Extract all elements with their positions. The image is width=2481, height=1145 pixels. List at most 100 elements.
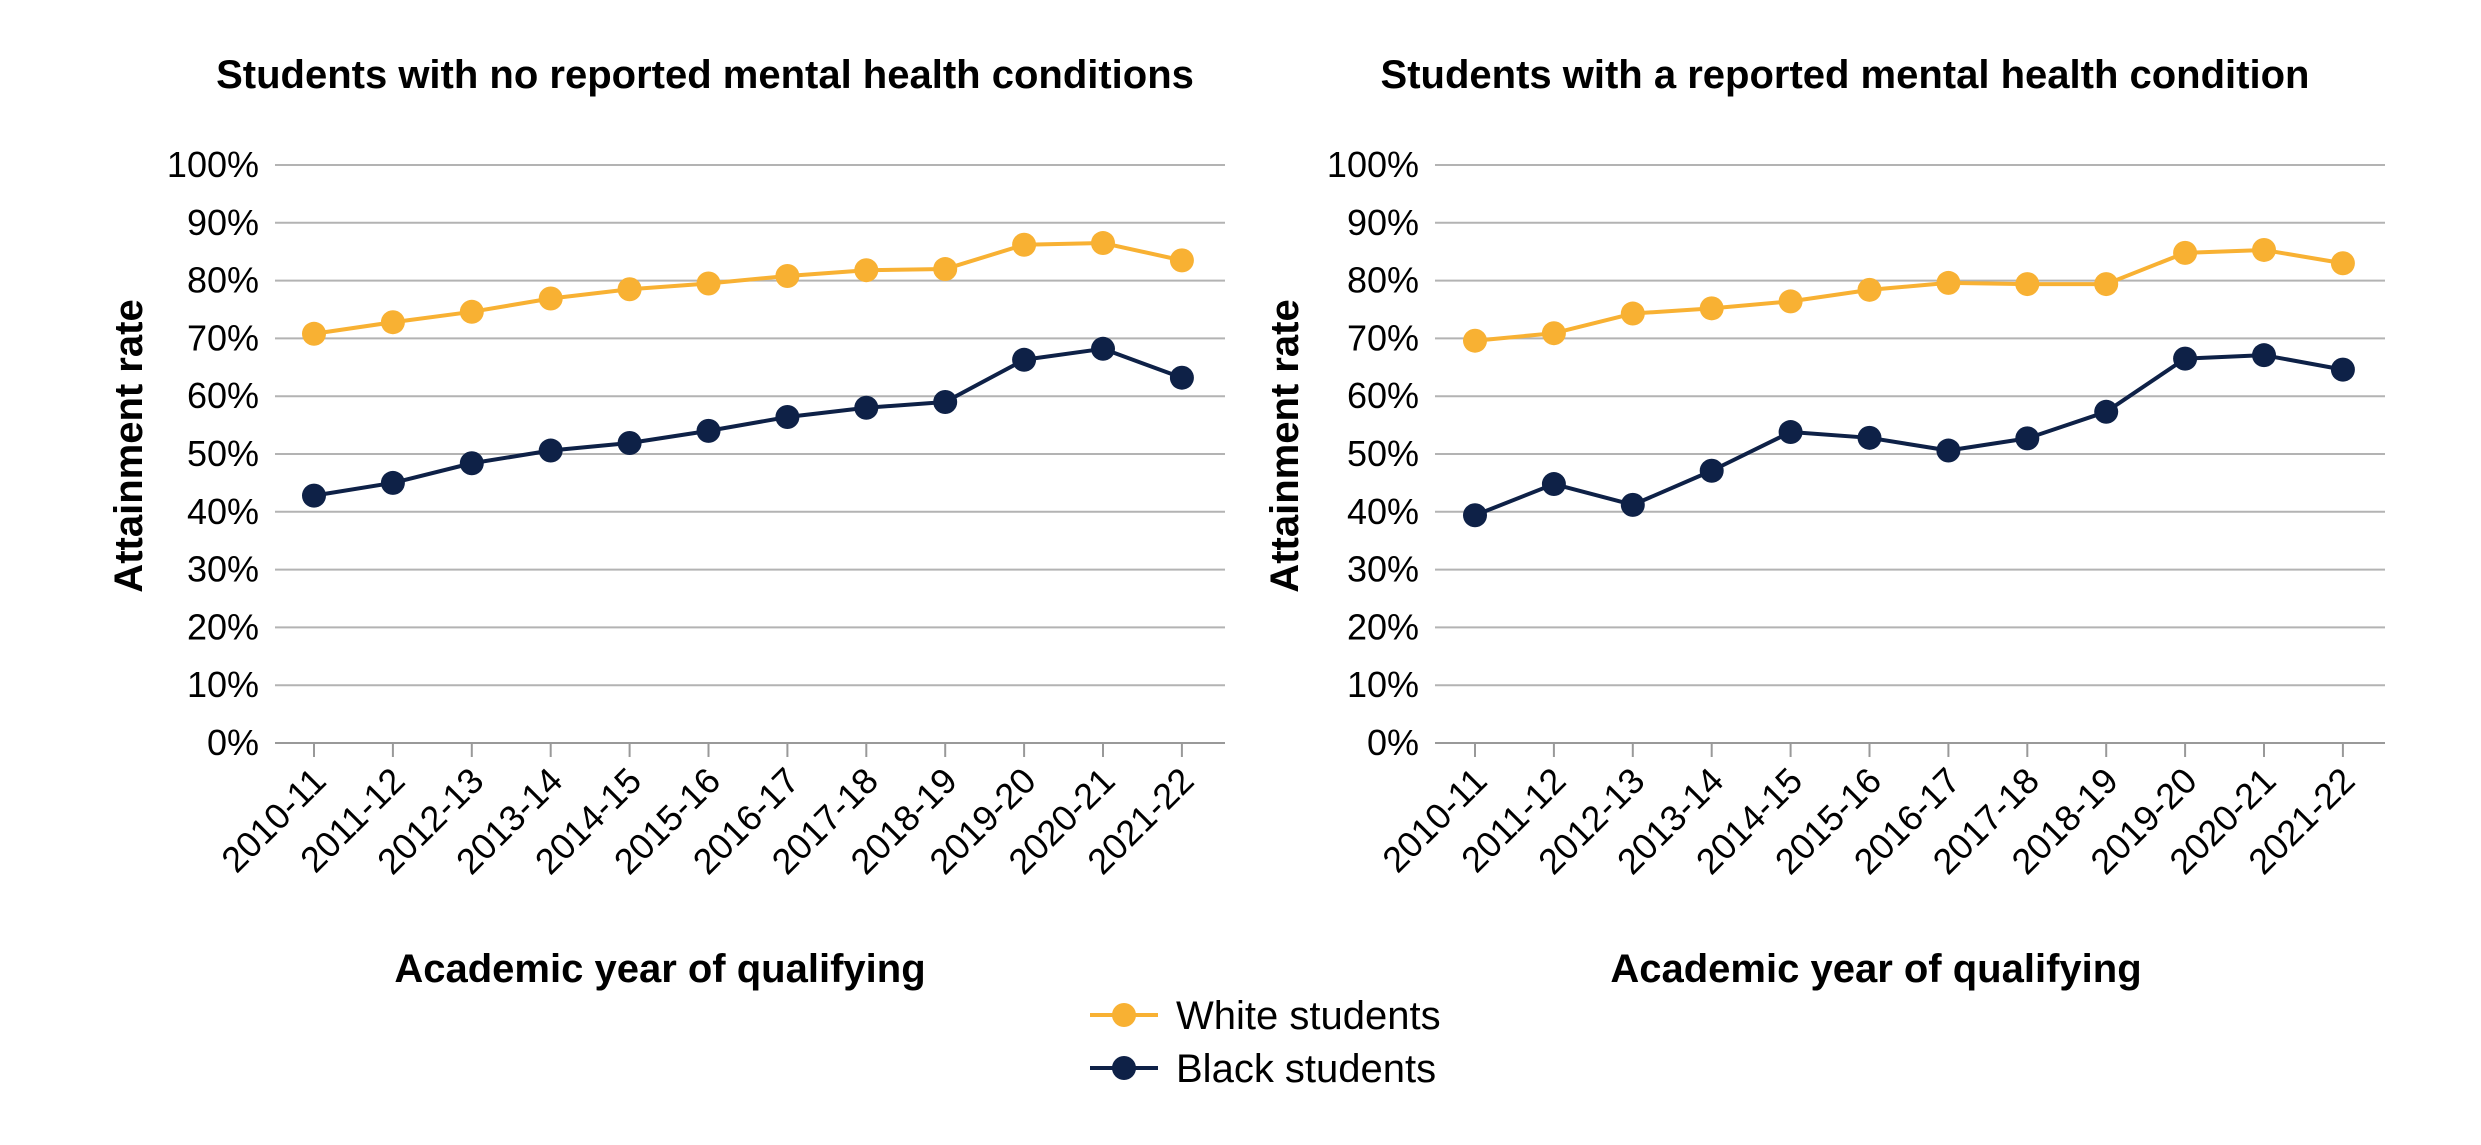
chart-left-y-tick-label: 10% xyxy=(187,664,259,705)
chart-right-point-white-students xyxy=(1463,328,1487,353)
chart-left-point-white-students xyxy=(302,321,326,346)
chart-right-point-black-students xyxy=(1463,503,1487,528)
chart-left-point-white-students xyxy=(1169,248,1194,273)
chart-left-x-ticks xyxy=(313,743,1183,757)
chart-left: Students with no reported mental health … xyxy=(107,53,1225,991)
chart-right-y-tick-label: 20% xyxy=(1347,606,1419,647)
chart-right-y-tick-label: 0% xyxy=(1367,722,1419,763)
chart-left-y-tick-label: 20% xyxy=(187,606,259,647)
chart-left-y-tick-label: 50% xyxy=(187,433,259,474)
chart-right-point-white-students xyxy=(1857,277,1882,302)
chart-right-point-white-students xyxy=(1699,296,1724,321)
chart-left-y-tick-label: 60% xyxy=(187,375,259,416)
chart-right-point-black-students xyxy=(1778,420,1803,445)
chart-left-point-white-students xyxy=(538,286,563,311)
chart-left-y-tick-label: 70% xyxy=(187,317,259,358)
legend-item-black-students: Black students xyxy=(1090,1047,1436,1091)
chart-left-point-white-students xyxy=(1012,232,1037,257)
chart-right-series xyxy=(1463,237,2355,528)
chart-left-y-tick-label: 100% xyxy=(167,144,259,185)
chart-left-point-black-students xyxy=(775,405,800,430)
chart-right-y-tick-label: 100% xyxy=(1327,144,1419,185)
chart-right-y-tick-label: 80% xyxy=(1347,260,1419,301)
chart-right: Students with a reported mental health c… xyxy=(1263,53,2385,991)
chart-left-point-black-students xyxy=(1169,365,1194,390)
chart-left-point-black-students xyxy=(538,438,563,463)
chart-right-x-tick-labels: 2010-112011-122012-132013-142014-152015-… xyxy=(1374,760,2362,882)
chart-right-title: Students with a reported mental health c… xyxy=(1381,53,2310,97)
chart-left-series-line-white-students xyxy=(313,241,1183,336)
chart-right-point-black-students xyxy=(1857,425,1882,450)
chart-left-y-tick-label: 90% xyxy=(187,202,259,243)
chart-left-x-axis-title: Academic year of qualifying xyxy=(394,947,925,991)
chart-right-y-tick-labels: 0% 10% 20% 30% 40% 50% 60% 70% 80% 90% 100% xyxy=(1327,144,1419,763)
chart-left-point-black-students xyxy=(459,451,484,476)
legend-black-label: Black students xyxy=(1176,1047,1436,1091)
chart-right-point-white-students xyxy=(1620,301,1645,326)
chart-right-point-black-students xyxy=(2252,343,2276,368)
chart-left-point-white-students xyxy=(933,257,958,282)
chart-left-point-white-students xyxy=(380,310,405,335)
chart-right-point-white-students xyxy=(1778,289,1803,314)
chart-right-series-line-black-students xyxy=(1474,353,2344,518)
chart-left-point-black-students xyxy=(617,431,642,456)
legend: White students Black students xyxy=(1090,994,1441,1091)
chart-left-point-black-students xyxy=(933,389,958,414)
chart-right-y-tick-label: 70% xyxy=(1347,317,1419,358)
chart-left-series xyxy=(302,231,1194,508)
chart-left-y-tick-label: 30% xyxy=(187,549,259,590)
chart-left-point-white-students xyxy=(617,277,642,302)
legend-item-white-students: White students xyxy=(1090,994,1441,1038)
chart-left-gridlines xyxy=(275,164,1225,744)
chart-right-point-black-students xyxy=(2015,426,2040,451)
chart-right-point-white-students xyxy=(2015,272,2040,297)
chart-left-point-white-students xyxy=(696,271,721,296)
chart-right-point-white-students xyxy=(2094,272,2119,297)
chart-right-point-black-students xyxy=(2094,399,2119,424)
chart-right-gridlines xyxy=(1435,164,2385,744)
chart-right-x-axis-title: Academic year of qualifying xyxy=(1610,947,2141,991)
chart-right-y-axis-title: Attainment rate xyxy=(1263,299,1307,592)
chart-right-y-tick-label: 10% xyxy=(1347,664,1419,705)
chart-right-point-white-students xyxy=(2330,251,2355,276)
chart-right-point-white-students xyxy=(2173,240,2198,265)
chart-left-point-black-students xyxy=(380,470,405,495)
chart-left-title: Students with no reported mental health … xyxy=(216,53,1194,97)
legend-white-swatch-marker xyxy=(1112,1003,1136,1027)
chart-right-point-white-students xyxy=(2252,237,2276,262)
chart-right-x-ticks xyxy=(1474,743,2344,757)
legend-white-label: White students xyxy=(1176,994,1441,1038)
chart-right-point-black-students xyxy=(1936,438,1961,463)
chart-left-x-tick-labels: 2010-112011-122012-132013-142014-152015-… xyxy=(213,760,1201,882)
legend-black-swatch-marker xyxy=(1112,1056,1136,1080)
chart-left-y-tick-label: 40% xyxy=(187,491,259,532)
chart-left-series-line-black-students xyxy=(313,346,1183,498)
chart-left-point-white-students xyxy=(775,263,800,288)
chart-left-point-white-students xyxy=(1091,231,1115,256)
chart-right-series-line-white-students xyxy=(1474,247,2344,343)
chart-right-point-black-students xyxy=(2173,346,2198,371)
chart-right-y-tick-label: 40% xyxy=(1347,491,1419,532)
chart-left-y-axis-title: Attainment rate xyxy=(107,299,151,592)
chart-right-y-tick-label: 60% xyxy=(1347,375,1419,416)
chart-left-point-black-students xyxy=(1091,336,1115,361)
chart-right-point-white-students xyxy=(1541,321,1566,346)
chart-left-point-black-students xyxy=(302,483,326,508)
chart-right-point-black-students xyxy=(1541,472,1566,497)
chart-left-y-tick-label: 80% xyxy=(187,260,259,301)
chart-right-y-tick-label: 50% xyxy=(1347,433,1419,474)
chart-right-point-black-students xyxy=(1699,458,1724,483)
chart-right-point-white-students xyxy=(1936,270,1961,295)
chart-right-point-black-students xyxy=(1620,492,1645,517)
chart-left-y-tick-label: 0% xyxy=(207,722,259,763)
chart-right-y-tick-label: 30% xyxy=(1347,549,1419,590)
chart-left-y-tick-labels: 0% 10% 20% 30% 40% 50% 60% 70% 80% 90% 100% xyxy=(167,144,259,763)
chart-left-point-white-students xyxy=(459,299,484,324)
chart-left-point-black-students xyxy=(1012,347,1037,372)
chart-right-point-black-students xyxy=(2330,357,2355,382)
chart-right-y-tick-label: 90% xyxy=(1347,202,1419,243)
chart-left-point-black-students xyxy=(854,395,879,420)
chart-left-point-white-students xyxy=(854,258,879,283)
chart-left-point-black-students xyxy=(696,418,721,443)
